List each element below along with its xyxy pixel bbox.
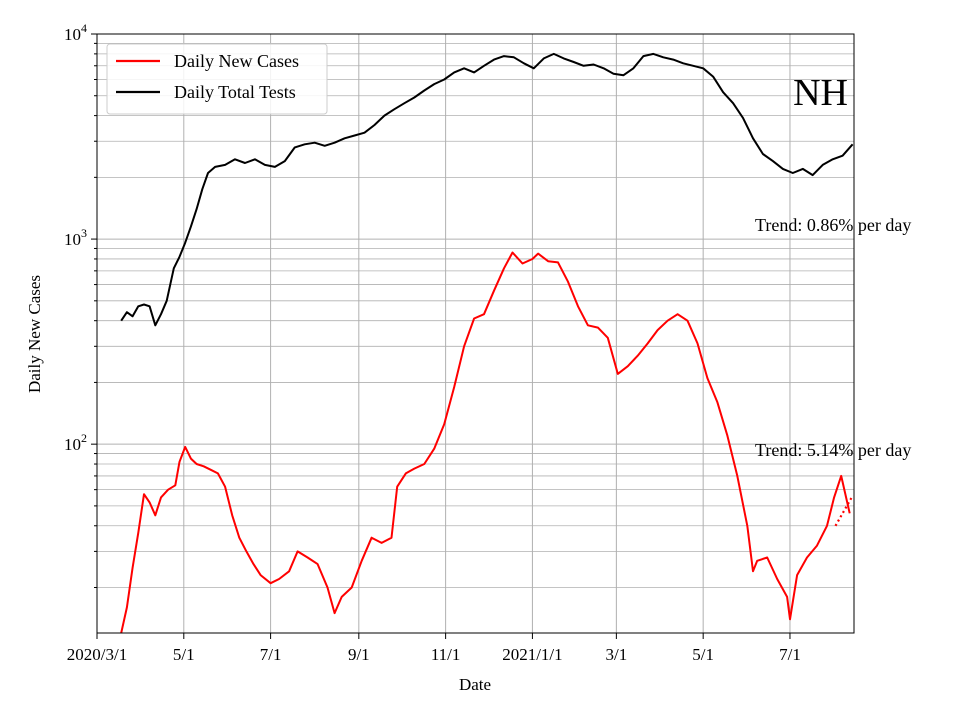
x-tick-label: 2020/3/1	[67, 645, 127, 664]
legend-box	[106, 43, 328, 115]
series-line-daily-total-tests	[120, 52, 854, 327]
series-lines	[120, 52, 854, 633]
series-line-daily-new-cases	[120, 251, 851, 633]
x-tick-label: 7/1	[260, 645, 282, 664]
y-tick-label: 103	[64, 226, 87, 249]
y-tick-label: 102	[64, 431, 87, 454]
legend-label-daily-total-tests: Daily Total Tests	[174, 82, 296, 102]
x-axis-label: Date	[459, 675, 491, 694]
trend-annotation-cases: Trend: 5.14% per day	[755, 440, 911, 460]
x-tick-label: 5/1	[692, 645, 714, 664]
x-tick-label: 3/1	[606, 645, 628, 664]
region-label: NH	[793, 72, 848, 114]
y-axis-label: Daily New Cases	[25, 275, 44, 393]
plot-frame	[96, 33, 855, 634]
x-tick-label: 11/1	[431, 645, 461, 664]
x-tick-label: 5/1	[173, 645, 195, 664]
grid-lines	[97, 33, 854, 633]
y-tick-label: 104	[64, 21, 87, 44]
trend-line-daily-new-cases	[834, 495, 854, 527]
axis-ticks: 102 103 104 2020/3/1 5/1 7/1 9/1 11/1 2021/1/1 3/…	[64, 21, 801, 664]
trend-annotation-tests: Trend: 0.86% per day	[755, 215, 911, 235]
x-tick-label: 2021/1/1	[502, 645, 562, 664]
x-tick-label: 9/1	[348, 645, 370, 664]
x-tick-label: 7/1	[779, 645, 801, 664]
legend: Daily New Cases Daily Total Tests	[106, 43, 328, 115]
legend-label-daily-new-cases: Daily New Cases	[174, 51, 299, 71]
